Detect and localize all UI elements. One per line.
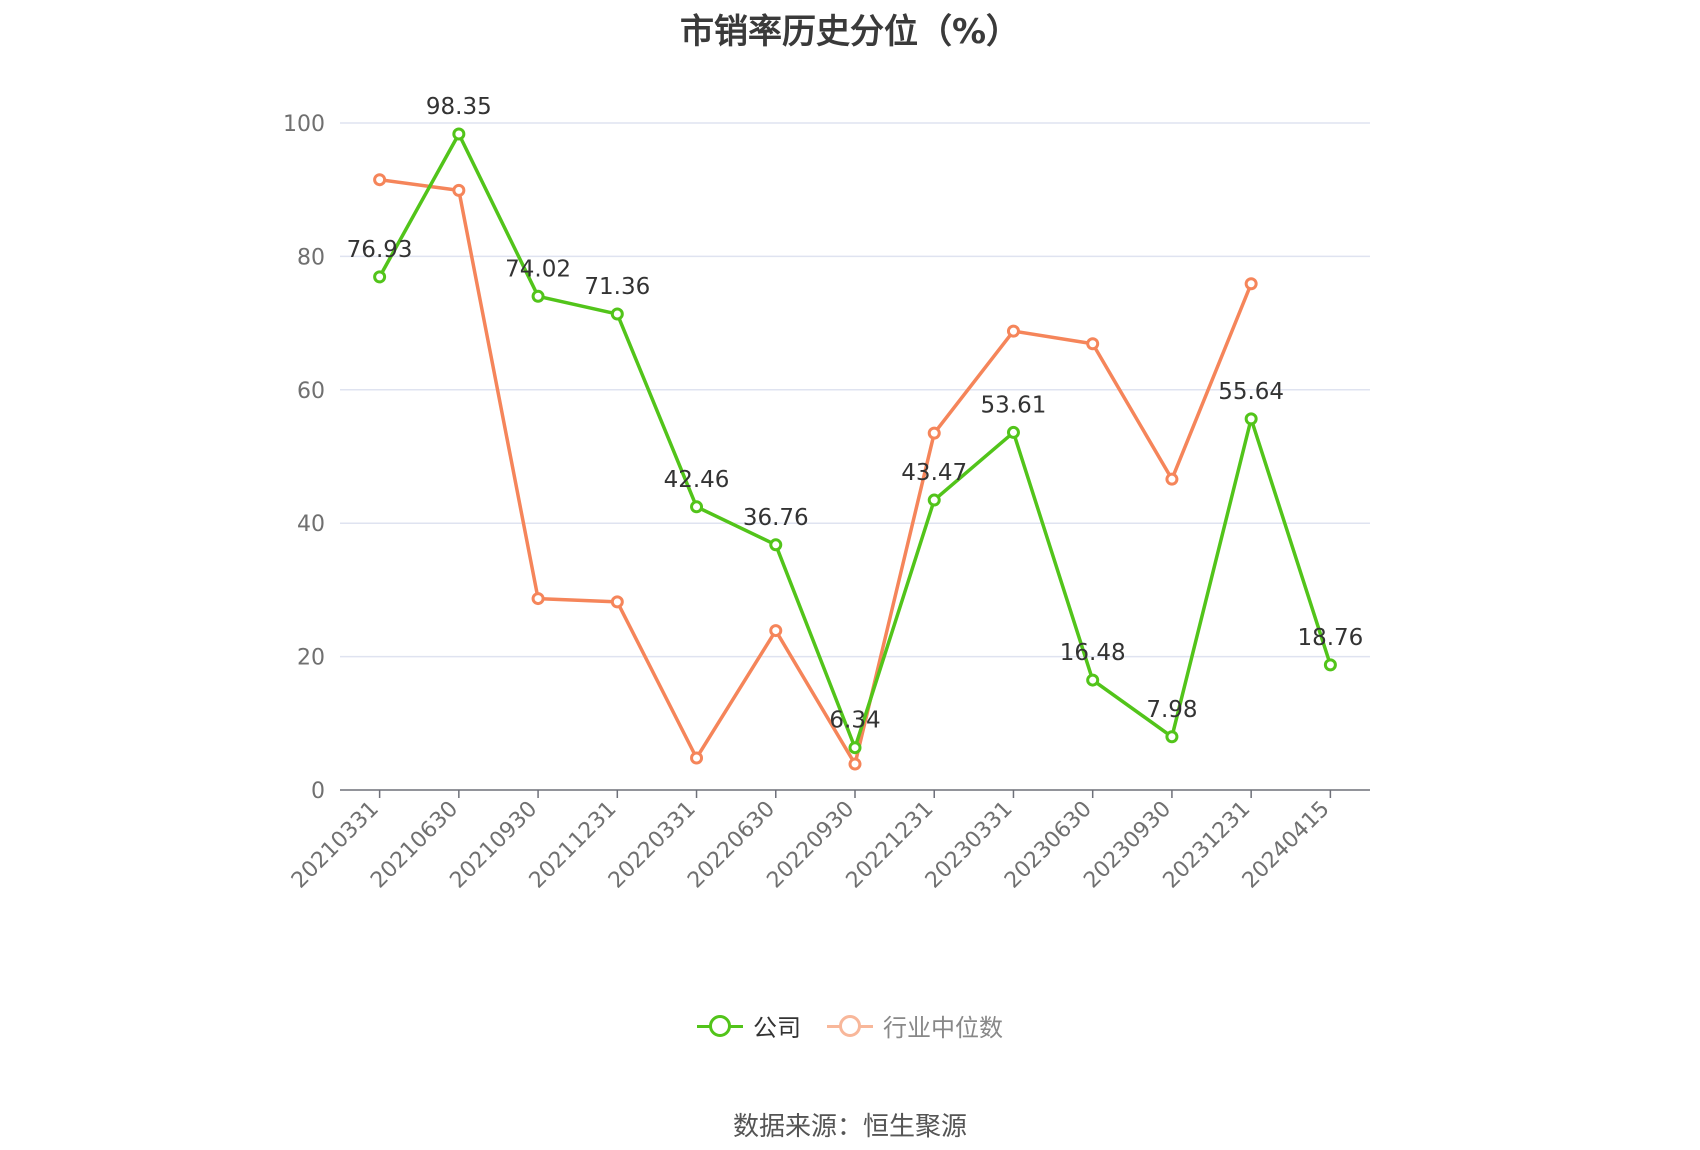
data-point: [1165, 472, 1179, 486]
data-label: 18.76: [1297, 625, 1363, 651]
data-label: 36.76: [743, 505, 809, 531]
data-label: 53.61: [981, 392, 1047, 418]
legend-item-company[interactable]: 公司: [697, 1008, 801, 1043]
y-tick-label: 60: [297, 379, 325, 404]
data-label-layer: 76.93 98.35 74.02 71.36 42.46 36.76 6.34 43.47 5…: [347, 94, 1364, 734]
data-point: [769, 624, 783, 638]
data-point: [769, 538, 783, 552]
legend-item-industry-median[interactable]: 行业中位数: [827, 1008, 1003, 1043]
data-point: [1244, 412, 1258, 426]
data-point: [1006, 425, 1020, 439]
series-line: [379, 177, 1253, 766]
data-label: 42.46: [664, 467, 730, 493]
data-point: [1006, 324, 1020, 338]
y-tick-label: 40: [297, 512, 325, 537]
data-point: [373, 173, 387, 187]
axis-layer: 0204060801002021033120210630202109302021…: [283, 112, 1370, 893]
grid-layer: [340, 122, 1370, 658]
data-point: [531, 592, 545, 606]
data-point: [848, 757, 862, 771]
x-tick-label: 20240415: [1238, 797, 1335, 894]
y-tick-label: 0: [311, 779, 325, 804]
y-tick-label: 100: [283, 112, 325, 137]
y-tick-label: 20: [297, 646, 325, 671]
data-label: 71.36: [584, 274, 650, 300]
legend-company-label: 公司: [753, 1014, 801, 1042]
data-point: [610, 307, 624, 321]
data-point: [927, 493, 941, 507]
data-label: 76.93: [347, 237, 413, 263]
data-label: 55.64: [1218, 379, 1284, 405]
data-label: 7.98: [1146, 697, 1197, 723]
data-point: [927, 426, 941, 440]
data-point: [1086, 337, 1100, 351]
data-label: 43.47: [901, 460, 967, 486]
legend-company-line-icon: [697, 1014, 743, 1038]
data-point: [452, 183, 466, 197]
legend-industry-line-icon: [827, 1014, 873, 1038]
data-point: [1244, 277, 1258, 291]
chart-title: 市销率历史分位（%）: [679, 12, 1021, 52]
data-point: [1086, 673, 1100, 687]
data-point: [1165, 730, 1179, 744]
series-layer: [373, 127, 1337, 771]
data-point: [610, 595, 624, 609]
data-point: [373, 270, 387, 284]
data-label: 74.02: [505, 256, 571, 282]
data-source: 数据来源：恒生聚源: [732, 1112, 967, 1142]
data-point: [690, 751, 704, 765]
legend: 公司 行业中位数: [0, 1008, 1700, 1043]
data-point: [1323, 658, 1337, 672]
legend-industry-label: 行业中位数: [883, 1014, 1003, 1042]
data-point: [848, 741, 862, 755]
data-point: [690, 500, 704, 514]
y-tick-label: 80: [297, 245, 325, 270]
data-point: [452, 127, 466, 141]
data-label: 16.48: [1060, 640, 1126, 666]
data-label: 98.35: [426, 94, 492, 120]
data-label: 6.34: [829, 708, 880, 734]
data-point: [531, 289, 545, 303]
